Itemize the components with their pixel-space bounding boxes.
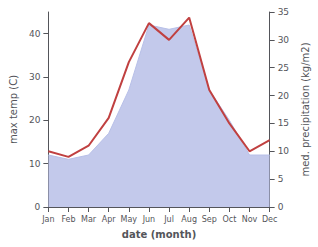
svg-text:20: 20 — [29, 115, 41, 125]
svg-text:35: 35 — [278, 7, 289, 17]
svg-text:Sep: Sep — [202, 215, 217, 224]
svg-text:10: 10 — [278, 146, 290, 156]
svg-text:Jul: Jul — [163, 215, 174, 224]
svg-text:30: 30 — [278, 35, 290, 45]
svg-text:25: 25 — [278, 63, 289, 73]
svg-text:med. precipitation (kg/m2): med. precipitation (kg/m2) — [300, 42, 311, 176]
svg-text:Apr: Apr — [102, 215, 117, 224]
svg-text:0: 0 — [278, 202, 284, 212]
svg-text:Dec: Dec — [262, 215, 277, 224]
svg-text:Feb: Feb — [61, 215, 75, 224]
svg-text:Aug: Aug — [181, 215, 197, 224]
svg-text:5: 5 — [278, 174, 284, 184]
svg-text:max temp (C): max temp (C) — [8, 75, 19, 144]
svg-text:Oct: Oct — [222, 215, 236, 224]
svg-text:20: 20 — [278, 91, 290, 101]
svg-text:10: 10 — [29, 159, 41, 169]
svg-text:date (month): date (month) — [122, 229, 196, 240]
svg-text:Nov: Nov — [242, 215, 258, 224]
svg-text:May: May — [121, 215, 138, 224]
svg-text:40: 40 — [29, 29, 41, 39]
svg-text:Jun: Jun — [142, 215, 156, 224]
svg-text:Mar: Mar — [81, 215, 97, 224]
svg-text:15: 15 — [278, 118, 289, 128]
svg-text:Jan: Jan — [41, 215, 54, 224]
svg-text:30: 30 — [29, 72, 41, 82]
svg-text:0: 0 — [35, 202, 41, 212]
